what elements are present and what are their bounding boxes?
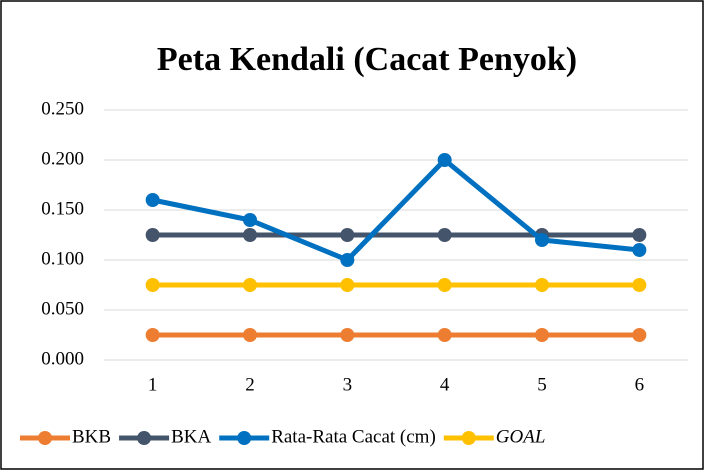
point <box>535 233 549 247</box>
legend-marker <box>137 431 152 445</box>
legend-marker <box>237 431 252 445</box>
point <box>243 228 257 242</box>
chart-title: Peta Kendali (Cacat Penyok) <box>157 41 577 78</box>
point <box>437 228 452 242</box>
point <box>145 278 160 292</box>
point <box>243 278 257 292</box>
point <box>437 278 452 292</box>
point <box>340 278 355 292</box>
y-tick-label: 0.100 <box>41 248 84 269</box>
legend-marker <box>38 431 52 445</box>
y-tick-label: 0.200 <box>41 148 84 169</box>
x-tick-label: 3 <box>343 374 353 395</box>
point <box>437 328 452 342</box>
point <box>535 278 549 292</box>
y-tick-label: 0.250 <box>41 98 84 119</box>
point <box>437 153 452 167</box>
point <box>145 193 160 207</box>
point <box>632 328 647 342</box>
point <box>632 228 647 242</box>
legend-label: GOAL <box>496 426 546 447</box>
point <box>340 328 355 342</box>
legend-label: Rata-Rata Cacat (cm) <box>271 426 436 447</box>
point <box>535 328 549 342</box>
point <box>340 228 355 242</box>
x-tick-label: 2 <box>245 374 255 395</box>
point <box>243 213 257 227</box>
legend-label: BKB <box>72 426 111 447</box>
point <box>145 328 160 342</box>
x-tick-label: 1 <box>148 374 158 395</box>
x-tick-label: 4 <box>440 374 450 395</box>
point <box>340 253 355 267</box>
y-tick-label: 0.150 <box>41 198 84 219</box>
point <box>632 243 647 257</box>
point <box>243 328 257 342</box>
legend-marker <box>461 431 476 445</box>
y-tick-label: 0.000 <box>41 348 84 369</box>
y-tick-label: 0.050 <box>41 298 84 319</box>
x-tick-label: 6 <box>635 374 645 395</box>
point <box>145 228 160 242</box>
x-tick-label: 5 <box>537 374 547 395</box>
series-line <box>152 157 640 263</box>
legend-label: BKA <box>171 426 211 447</box>
point <box>632 278 647 292</box>
